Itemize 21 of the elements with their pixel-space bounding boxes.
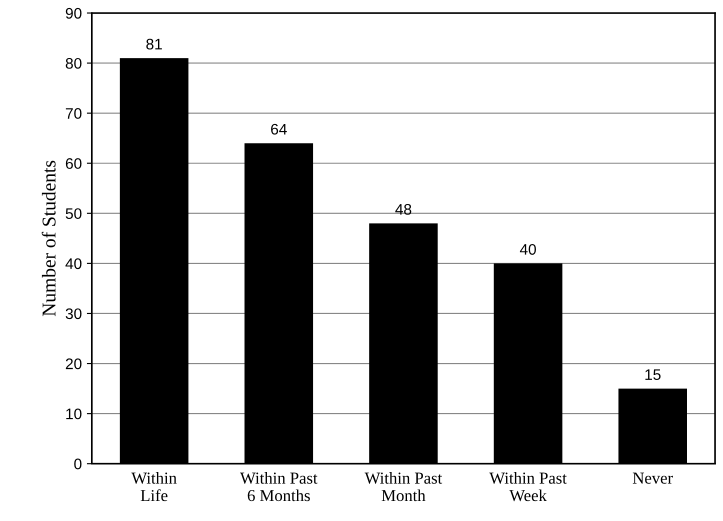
data-label: 15: [645, 369, 661, 380]
data-label: 81: [146, 38, 162, 50]
y-tick-label: 20: [66, 358, 82, 370]
data-label: 48: [395, 204, 412, 215]
y-tick-label: 90: [66, 8, 82, 19]
x-tick-label: Never: [632, 472, 673, 484]
x-tick-label: Within Past Month: [364, 472, 442, 502]
y-tick-label: 30: [66, 308, 82, 320]
y-axis-title: Number of Students: [42, 160, 56, 316]
x-tick-label: Within Life: [131, 472, 177, 502]
y-tick-label: 50: [66, 208, 82, 220]
y-tick-label: 0: [74, 458, 82, 470]
y-tick-label: 40: [65, 258, 82, 270]
x-tick-label: Within Past 6 Months: [240, 472, 318, 502]
y-tick-label: 80: [66, 58, 82, 69]
y-tick-label: 10: [66, 408, 82, 420]
x-tick-label: Within Past Week: [489, 472, 567, 502]
data-label: 40: [520, 244, 536, 255]
y-tick-label: 60: [66, 158, 82, 169]
data-label: 64: [271, 124, 287, 135]
y-tick-label: 70: [66, 108, 82, 119]
